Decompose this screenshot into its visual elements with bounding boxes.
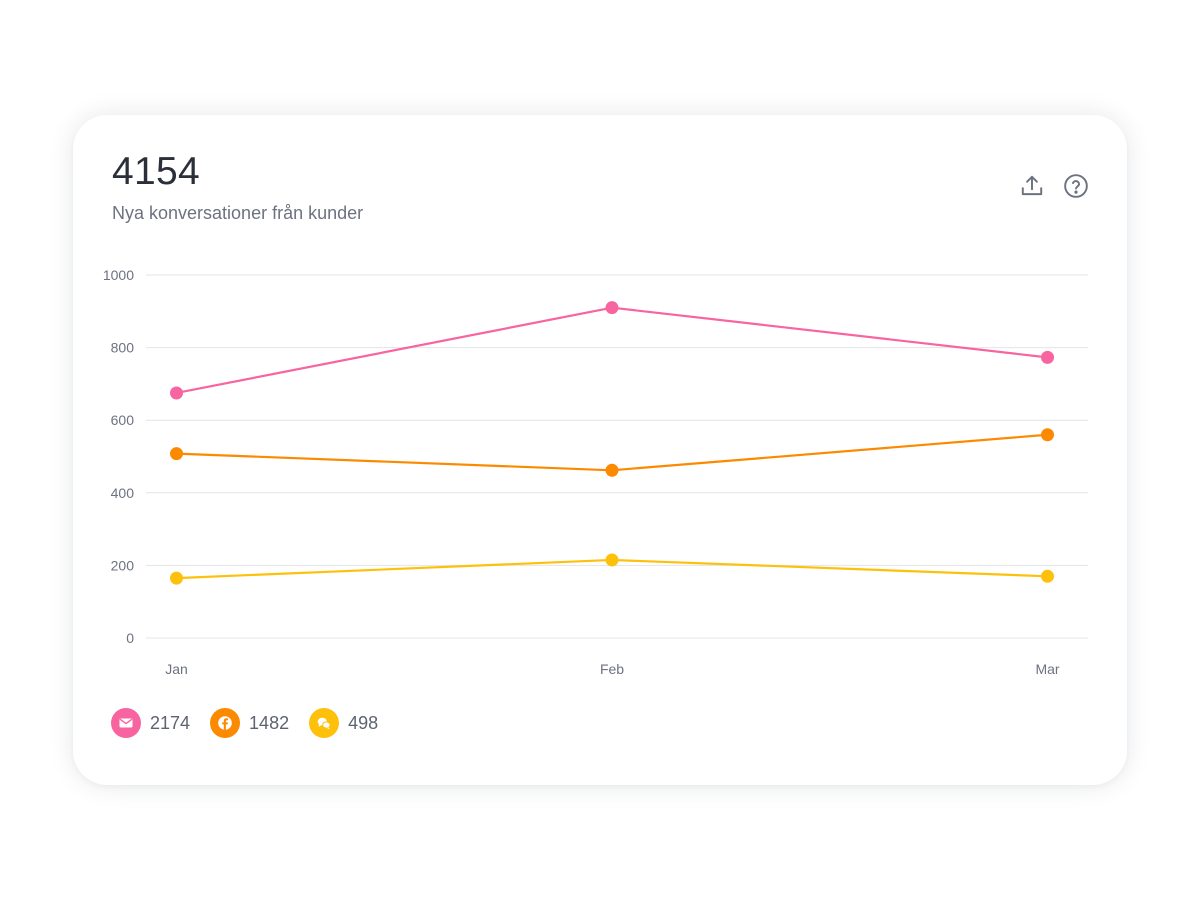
- facebook-icon: [210, 708, 241, 738]
- total-count: 4154: [112, 150, 200, 193]
- legend-value: 2174: [150, 712, 191, 733]
- help-circle-icon: [1064, 174, 1088, 198]
- legend-value: 498: [348, 712, 379, 733]
- export-button[interactable]: [1018, 172, 1046, 200]
- legend-item-email[interactable]: 2174: [111, 708, 190, 738]
- upload-icon: [1021, 175, 1043, 196]
- card-subtitle: Nya konversationer från kunder: [112, 203, 364, 223]
- legend-item-facebook[interactable]: 1482: [210, 708, 289, 738]
- help-button[interactable]: [1062, 172, 1090, 200]
- chat-bubbles-icon: [309, 708, 340, 738]
- legend-value: 1482: [249, 712, 290, 733]
- legend-item-chat[interactable]: 498: [309, 708, 378, 738]
- chart-legend: 2174 1482 498: [111, 708, 398, 738]
- mail-icon: [111, 708, 141, 738]
